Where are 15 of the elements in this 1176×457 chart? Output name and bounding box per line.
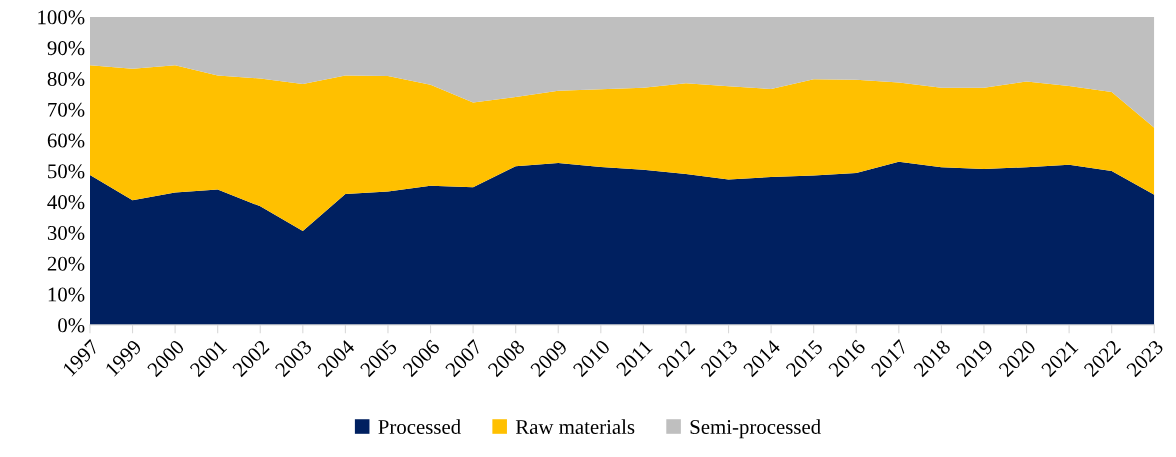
y-tick-label: 30% [47, 225, 85, 241]
y-tick-label: 40% [47, 195, 85, 210]
y-tick-label: 80% [47, 71, 85, 87]
y-tick-label: 20% [47, 256, 85, 271]
y-tick-label: 90% [47, 41, 85, 56]
legend-label: Semi-processed [690, 419, 821, 439]
x-tick-label: 2011 [615, 339, 653, 377]
y-tick-label: 60% [47, 133, 85, 148]
y-tick-label: 70% [48, 102, 85, 117]
y-tick-label: 100% [38, 10, 85, 25]
y-tick-label: 10% [48, 287, 85, 302]
y-tick-label: 50% [48, 164, 85, 179]
legend-label: Processed [378, 419, 461, 435]
legend-label: Raw materials [515, 419, 635, 435]
y-tick-label: 0% [58, 318, 85, 333]
